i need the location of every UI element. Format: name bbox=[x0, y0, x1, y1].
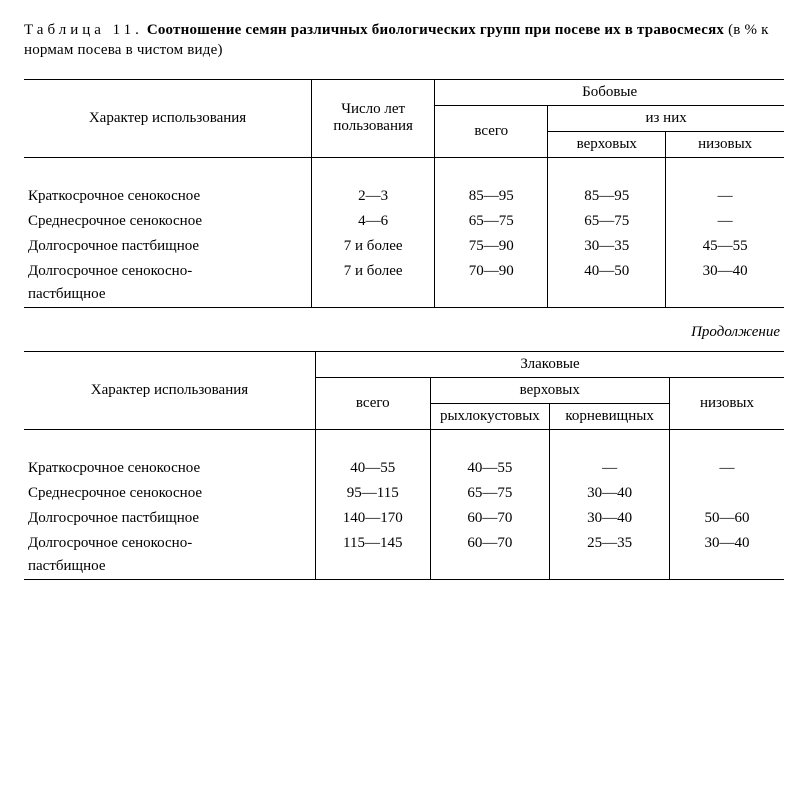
cell: 75—90 bbox=[435, 234, 548, 259]
cell: 2—3 bbox=[312, 184, 435, 209]
th-total: всего bbox=[435, 105, 548, 157]
cell: 4—6 bbox=[312, 209, 435, 234]
cell: — bbox=[666, 184, 784, 209]
cell: 140—170 bbox=[316, 506, 431, 531]
cell-label: Долгосрочное пастбищное bbox=[24, 506, 316, 531]
table-row: Долгосрочное пастбищное 140—170 60—70 30… bbox=[24, 506, 784, 531]
cell: 40—50 bbox=[548, 259, 666, 284]
cell: 85—95 bbox=[548, 184, 666, 209]
cell-label: Долгосрочное пастбищное bbox=[24, 234, 312, 259]
cell: 7 и более bbox=[312, 259, 435, 284]
cell: 85—95 bbox=[435, 184, 548, 209]
cell: 40—55 bbox=[430, 456, 550, 481]
table-row: Долгосрочное сенокосно- 7 и более 70—90 … bbox=[24, 259, 784, 284]
cell: 30—40 bbox=[666, 259, 784, 284]
th-of-them: из них bbox=[548, 105, 784, 131]
table-title: Таблица 11. Соотношение семян различных … bbox=[24, 20, 784, 61]
th-legumes: Бобовые bbox=[435, 79, 784, 105]
cell: 30—35 bbox=[548, 234, 666, 259]
table-row: Долгосрочное сенокосно- 115—145 60—70 25… bbox=[24, 531, 784, 556]
cell: 45—55 bbox=[666, 234, 784, 259]
table-row: Краткосрочное сенокосное 40—55 40—55 — — bbox=[24, 456, 784, 481]
th-rhizome: корневищных bbox=[550, 403, 670, 429]
th-lower: низовых bbox=[666, 131, 784, 157]
cell: — bbox=[666, 209, 784, 234]
th-total: всего bbox=[316, 377, 431, 429]
cell-label: Долгосрочное сенокосно- bbox=[24, 259, 312, 284]
table-row: Краткосрочное сенокосное 2—3 85—95 85—95… bbox=[24, 184, 784, 209]
cell: 65—75 bbox=[430, 481, 550, 506]
th-lower: низовых bbox=[669, 377, 784, 429]
cell: 30—40 bbox=[550, 506, 670, 531]
cell: 65—75 bbox=[435, 209, 548, 234]
cell-label: Среднесрочное сенокосное bbox=[24, 209, 312, 234]
cell: 65—75 bbox=[548, 209, 666, 234]
th-usage: Характер использования bbox=[24, 79, 312, 157]
cell: 30—40 bbox=[669, 531, 784, 556]
table-row: пастбищное bbox=[24, 284, 784, 308]
th-upper: верховых bbox=[430, 377, 669, 403]
cell-label-tail: пастбищное bbox=[24, 556, 316, 580]
table-row: Среднесрочное сенокосное 4—6 65—75 65—75… bbox=[24, 209, 784, 234]
table-number: Таблица 11. bbox=[24, 22, 143, 38]
cell bbox=[669, 481, 784, 506]
cell: 25—35 bbox=[550, 531, 670, 556]
cell: 50—60 bbox=[669, 506, 784, 531]
cell: 60—70 bbox=[430, 506, 550, 531]
cell: — bbox=[550, 456, 670, 481]
table-row: Среднесрочное сенокосное 95—115 65—75 30… bbox=[24, 481, 784, 506]
th-usage: Характер использования bbox=[24, 351, 316, 429]
th-years: Число лет пользования bbox=[312, 79, 435, 157]
cell: 30—40 bbox=[550, 481, 670, 506]
th-upper: верховых bbox=[548, 131, 666, 157]
table-row: пастбищное bbox=[24, 556, 784, 580]
cell-label: Среднесрочное сенокосное bbox=[24, 481, 316, 506]
cell-label-tail: пастбищное bbox=[24, 284, 312, 308]
cell: 7 и более bbox=[312, 234, 435, 259]
cell: 115—145 bbox=[316, 531, 431, 556]
cell: 60—70 bbox=[430, 531, 550, 556]
cell-label: Краткосрочное сенокосное bbox=[24, 456, 316, 481]
table-1: Характер использования Число лет пользов… bbox=[24, 79, 784, 308]
title-bold: Соотношение семян различных биологически… bbox=[147, 22, 724, 38]
table-2: Характер использования Злаковые всего ве… bbox=[24, 351, 784, 580]
cell: — bbox=[669, 456, 784, 481]
cell-label: Краткосрочное сенокосное bbox=[24, 184, 312, 209]
continuation-label: Продолжение bbox=[24, 324, 780, 341]
cell: 70—90 bbox=[435, 259, 548, 284]
table-row: Долгосрочное пастбищное 7 и более 75—90 … bbox=[24, 234, 784, 259]
cell: 95—115 bbox=[316, 481, 431, 506]
th-cereals: Злаковые bbox=[316, 351, 785, 377]
cell-label: Долгосрочное сенокосно- bbox=[24, 531, 316, 556]
th-loose: рыхлокустовых bbox=[430, 403, 550, 429]
cell: 40—55 bbox=[316, 456, 431, 481]
